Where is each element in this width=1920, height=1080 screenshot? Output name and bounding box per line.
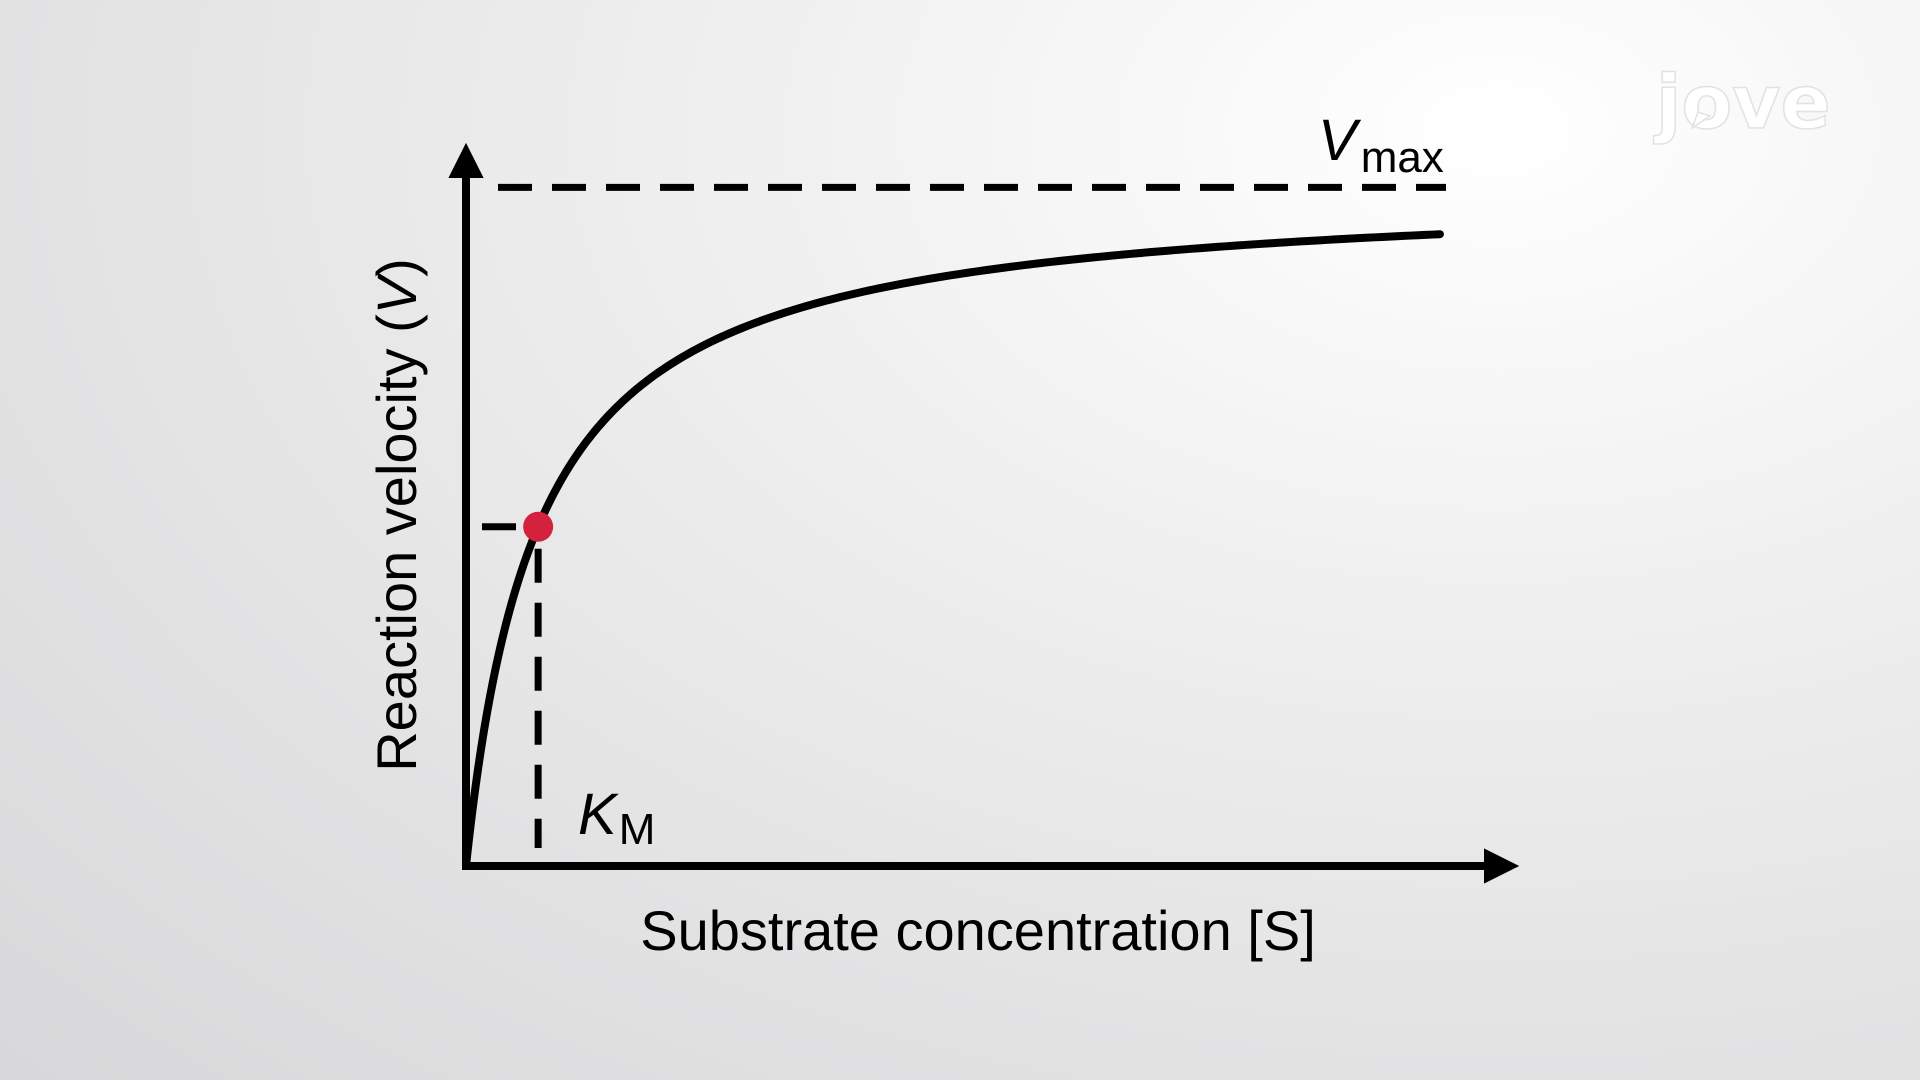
logo-speech-bubble-icon: [1690, 111, 1712, 130]
km-label-main: K: [578, 782, 619, 847]
y-axis-label: Reaction velocity (V): [365, 258, 428, 772]
vmax-label: Vmax: [1318, 108, 1444, 182]
km-half-vmax-point: [523, 511, 554, 542]
jove-logo-text: jove: [1653, 60, 1831, 146]
km-label: KM: [578, 782, 655, 854]
y-axis-label-after: ): [365, 258, 428, 277]
km-label-sub: M: [619, 805, 656, 854]
michaelis-menten-curve: [462, 230, 1444, 870]
y-axis-label-italic: V: [365, 272, 428, 314]
x-axis-label: Substrate concentration [S]: [640, 899, 1316, 962]
jove-logo: jove: [1652, 59, 1831, 147]
vmax-label-sub: max: [1361, 133, 1444, 182]
y-axis-label-before: Reaction velocity (: [365, 314, 428, 772]
vmax-label-main: V: [1318, 108, 1362, 173]
